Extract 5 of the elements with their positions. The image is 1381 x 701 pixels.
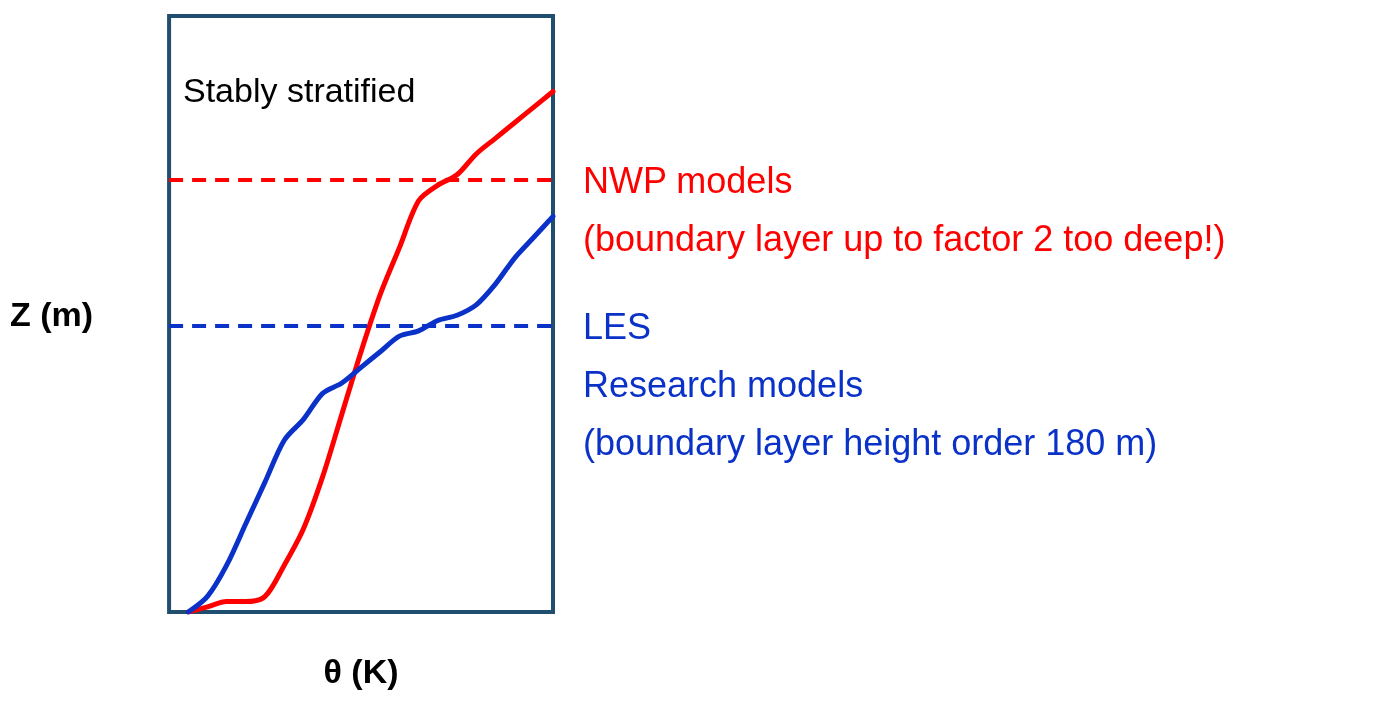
x-axis-title: θ (K) xyxy=(323,652,399,690)
ref-line-label: NWP models (boundary layer up to factor 2 too deep!) xyxy=(583,160,1226,260)
y-axis-title: Z (m) xyxy=(10,295,94,333)
annotation: Stably stratified xyxy=(183,71,416,109)
ref-line-label: LES Research models (boundary layer height order 180 m) xyxy=(583,306,1158,464)
